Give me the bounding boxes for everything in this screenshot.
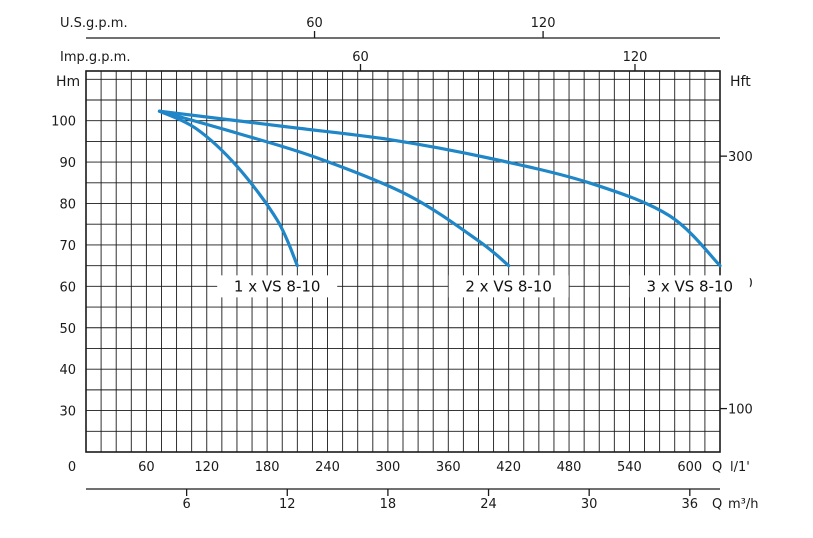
x-axis-unit: l/1'	[730, 460, 750, 475]
chart-labels: 1 x VS 8-10 2 x VS 8-10 3 x VS 8-10	[217, 275, 750, 298]
plot-frame	[85, 70, 721, 453]
y-axis-title: Hm	[56, 74, 80, 90]
hft-axis-title: Hft	[730, 74, 751, 90]
hft-tick-label: 300	[728, 150, 753, 165]
imp-gpm-tick-label: 60	[352, 50, 369, 65]
imp-gpm-tick-label: 120	[623, 50, 648, 65]
x-tick-label: 600	[677, 460, 702, 475]
us-gpm-axis-title: U.S.g.p.m.	[60, 16, 128, 31]
chart-grid	[85, 70, 721, 453]
m3h-tick-label: 24	[480, 497, 497, 512]
us-gpm-tick-label: 60	[306, 16, 323, 31]
m3h-tick-label: 30	[581, 497, 598, 512]
y-tick-label: 100	[51, 115, 76, 130]
series-label-1: 1 x VS 8-10	[234, 277, 321, 295]
x-tick-label: 420	[496, 460, 521, 475]
x-tick-label: 480	[557, 460, 582, 475]
imp-gpm-axis-title: Imp.g.p.m.	[60, 50, 130, 65]
x-tick-label: 300	[375, 460, 400, 475]
x-tick-label: 180	[255, 460, 280, 475]
x-tick-label: 60	[138, 460, 155, 475]
series-label-background	[629, 275, 750, 298]
series-label-3: 3 x VS 8-10	[647, 277, 734, 295]
m3h-tick-label: 36	[682, 497, 699, 512]
y-tick-label: 40	[59, 363, 76, 378]
x-axis-title: Q	[712, 460, 722, 475]
y-tick-label: 50	[59, 322, 76, 337]
curve-3	[157, 109, 722, 268]
series-label-2: 2 x VS 8-10	[465, 277, 552, 295]
y-tick-label: 90	[59, 156, 76, 171]
x-tick-label: 120	[194, 460, 219, 475]
m3h-tick-label: 12	[279, 497, 296, 512]
y-tick-label: 30	[59, 405, 76, 420]
x-tick-label: 540	[617, 460, 642, 475]
us-gpm-tick-label: 120	[531, 16, 556, 31]
curve-1	[157, 109, 299, 268]
series-label-background	[448, 275, 569, 298]
series-label-background	[217, 275, 338, 298]
m3h-tick-label: 6	[182, 497, 190, 512]
x-tick-label: 360	[436, 460, 461, 475]
y-tick-label: 60	[59, 280, 76, 295]
hft-tick-label: 100	[728, 403, 753, 418]
m3h-axis-unit: m³/h	[728, 497, 759, 512]
m3h-axis-title: Q	[712, 497, 722, 512]
x-origin-label: 0	[68, 460, 76, 475]
m3h-tick-label: 18	[380, 497, 397, 512]
x-tick-label: 240	[315, 460, 340, 475]
y-tick-label: 80	[59, 198, 76, 213]
performance-curves	[157, 109, 722, 268]
chart-axes: Hm 30 40 50 60 70 80 90 100 0 60 120 180 240 300 360 420…	[51, 16, 758, 512]
curve-2	[157, 109, 511, 268]
y-tick-label: 70	[59, 239, 76, 254]
